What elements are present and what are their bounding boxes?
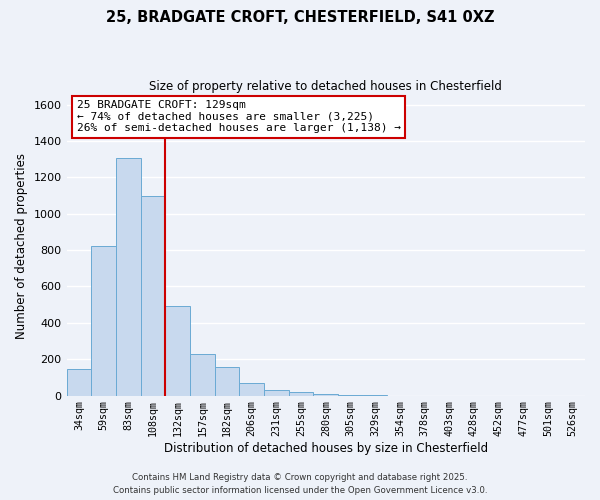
Bar: [91, 246, 116, 396]
Bar: [313, 394, 338, 396]
Y-axis label: Number of detached properties: Number of detached properties: [15, 152, 28, 338]
Bar: [239, 383, 264, 396]
Title: Size of property relative to detached houses in Chesterfield: Size of property relative to detached ho…: [149, 80, 502, 93]
Bar: [140, 196, 165, 396]
Text: 25 BRADGATE CROFT: 129sqm
← 74% of detached houses are smaller (3,225)
26% of se: 25 BRADGATE CROFT: 129sqm ← 74% of detac…: [77, 100, 401, 134]
Bar: [264, 390, 289, 396]
Bar: [190, 354, 215, 396]
Bar: [289, 392, 313, 396]
Bar: [165, 306, 190, 396]
Bar: [116, 158, 140, 396]
X-axis label: Distribution of detached houses by size in Chesterfield: Distribution of detached houses by size …: [164, 442, 488, 455]
Bar: [215, 368, 239, 396]
Text: Contains HM Land Registry data © Crown copyright and database right 2025.
Contai: Contains HM Land Registry data © Crown c…: [113, 474, 487, 495]
Bar: [67, 368, 91, 396]
Text: 25, BRADGATE CROFT, CHESTERFIELD, S41 0XZ: 25, BRADGATE CROFT, CHESTERFIELD, S41 0X…: [106, 10, 494, 25]
Bar: [338, 395, 363, 396]
